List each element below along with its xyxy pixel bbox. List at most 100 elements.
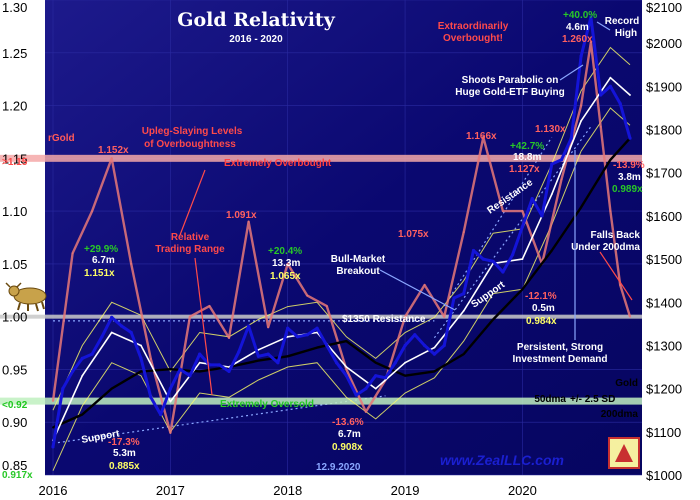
site-url: www.ZealLLC.com <box>440 452 564 468</box>
data-point-gold <box>276 361 280 365</box>
left-tick-label: 1.20 <box>2 99 27 114</box>
record-text: Record <box>605 16 639 27</box>
p40-text: +40.0% <box>563 10 597 21</box>
data-point-rgold <box>590 41 592 44</box>
data-point-rgold <box>423 284 426 286</box>
data-point-rgold <box>345 368 348 371</box>
resistance-trendline <box>443 136 553 307</box>
val-1-166: 1.166x <box>466 131 497 142</box>
n17-text: -17.3% <box>108 437 140 448</box>
data-point-gold <box>305 333 309 337</box>
left-tick-label: 0.85 <box>2 458 27 473</box>
data-point-gold <box>618 102 622 106</box>
relative-text: Relative <box>171 232 210 243</box>
rgold-label: rGold <box>48 133 75 144</box>
data-point-rgold <box>404 315 406 318</box>
x-tick-label: 2017 <box>156 483 185 498</box>
data-point-rgold <box>91 210 93 213</box>
data-point-gold <box>129 330 133 335</box>
data-point-rgold <box>560 178 563 181</box>
data-point-gold <box>247 324 251 328</box>
zeal-logo <box>608 437 640 469</box>
right-tick-label: $1000 <box>646 468 682 483</box>
data-point-gold <box>442 343 446 348</box>
data-point-gold <box>100 335 104 339</box>
data-point-gold <box>462 292 466 296</box>
arrow-shoots-parabolic <box>559 64 584 81</box>
data-point-gold <box>510 253 515 257</box>
right-tick-label: $1800 <box>646 123 682 138</box>
plot-background <box>45 0 642 475</box>
data-point-rgold <box>71 252 74 255</box>
data-point-200dma <box>52 426 54 429</box>
data-point-rgold <box>52 400 54 402</box>
right-tick-label: $1700 <box>646 166 682 181</box>
data-point-rgold <box>482 136 485 139</box>
data-point-gold <box>188 374 192 378</box>
bull-market-text: Bull-Market <box>331 254 386 265</box>
data-point-gold <box>217 363 221 367</box>
right-tick-label: $1300 <box>646 338 682 353</box>
high-text: High <box>615 28 637 39</box>
data-point-rgold <box>189 315 191 318</box>
p40-m-text: 4.6m <box>566 22 589 33</box>
val-1-152: 1.152x <box>98 145 129 156</box>
data-point-50dma <box>169 400 172 403</box>
p29-m-text: 6.7m <box>92 255 115 266</box>
data-point-gold <box>374 374 378 378</box>
p20-text: +20.4% <box>268 246 302 257</box>
data-point-rgold <box>502 210 504 213</box>
data-point-rgold <box>443 315 446 318</box>
data-point-gold <box>364 387 368 391</box>
annotation-arrows <box>179 21 633 396</box>
data-point-gold <box>491 259 495 263</box>
arrow-record-high <box>596 21 611 31</box>
data-point-rgold <box>149 358 152 360</box>
data-point-gold <box>61 387 65 391</box>
data-point-gold <box>159 412 163 417</box>
data-point-gold <box>335 361 339 365</box>
right-tick-label: $1100 <box>646 425 681 440</box>
data-point-gold <box>569 136 573 140</box>
investment-demand-text: Investment Demand <box>512 354 607 365</box>
data-point-rgold <box>130 263 133 265</box>
n13-6-x-text: 0.908x <box>332 442 363 453</box>
n13-9-x-text: 0.989x <box>612 184 643 195</box>
data-point-gold <box>579 54 583 58</box>
rgold-series <box>51 41 632 434</box>
persistent-text: Persistent, Strong <box>517 342 603 353</box>
band-1.00 <box>0 314 642 319</box>
support-trendline-left <box>52 395 386 444</box>
data-point-200dma <box>257 359 260 362</box>
data-point-50dma <box>629 94 631 96</box>
data-point-rgold <box>619 284 622 286</box>
huge-etf-text: Huge Gold-ETF Buying <box>455 87 564 98</box>
val-1-127: 1.127x <box>509 164 540 175</box>
data-point-50dma <box>550 193 553 196</box>
n13-6-text: -13.6% <box>332 417 364 428</box>
data-point-gold <box>256 354 260 358</box>
data-point-200dma <box>81 413 84 416</box>
legend-sd: +/- 2.5 SD <box>570 394 615 405</box>
right-tick-label: $1200 <box>646 382 682 397</box>
data-point-rgold <box>462 231 465 234</box>
data-point-200dma <box>286 355 289 358</box>
data-point-rgold <box>286 263 289 265</box>
n13-9-text: -13.9% <box>613 160 645 171</box>
data-point-gold <box>432 352 436 356</box>
val-1-075: 1.075x <box>398 229 429 240</box>
left-tick-label: 0.90 <box>2 415 27 430</box>
chart-subtitle: 2016 - 2020 <box>229 34 283 45</box>
data-point-rgold <box>599 125 602 128</box>
data-point-gold <box>71 369 75 373</box>
data-point-rgold <box>306 294 309 297</box>
p20-x-text: 1.065x <box>270 271 301 282</box>
support-trendline <box>433 126 592 339</box>
val-1-260: 1.260x <box>562 34 593 45</box>
data-point-gold <box>559 158 564 162</box>
data-point-gold <box>413 333 417 337</box>
data-point-gold <box>481 257 485 261</box>
threshold-bands <box>0 154 642 405</box>
data-point-rgold <box>169 431 172 434</box>
